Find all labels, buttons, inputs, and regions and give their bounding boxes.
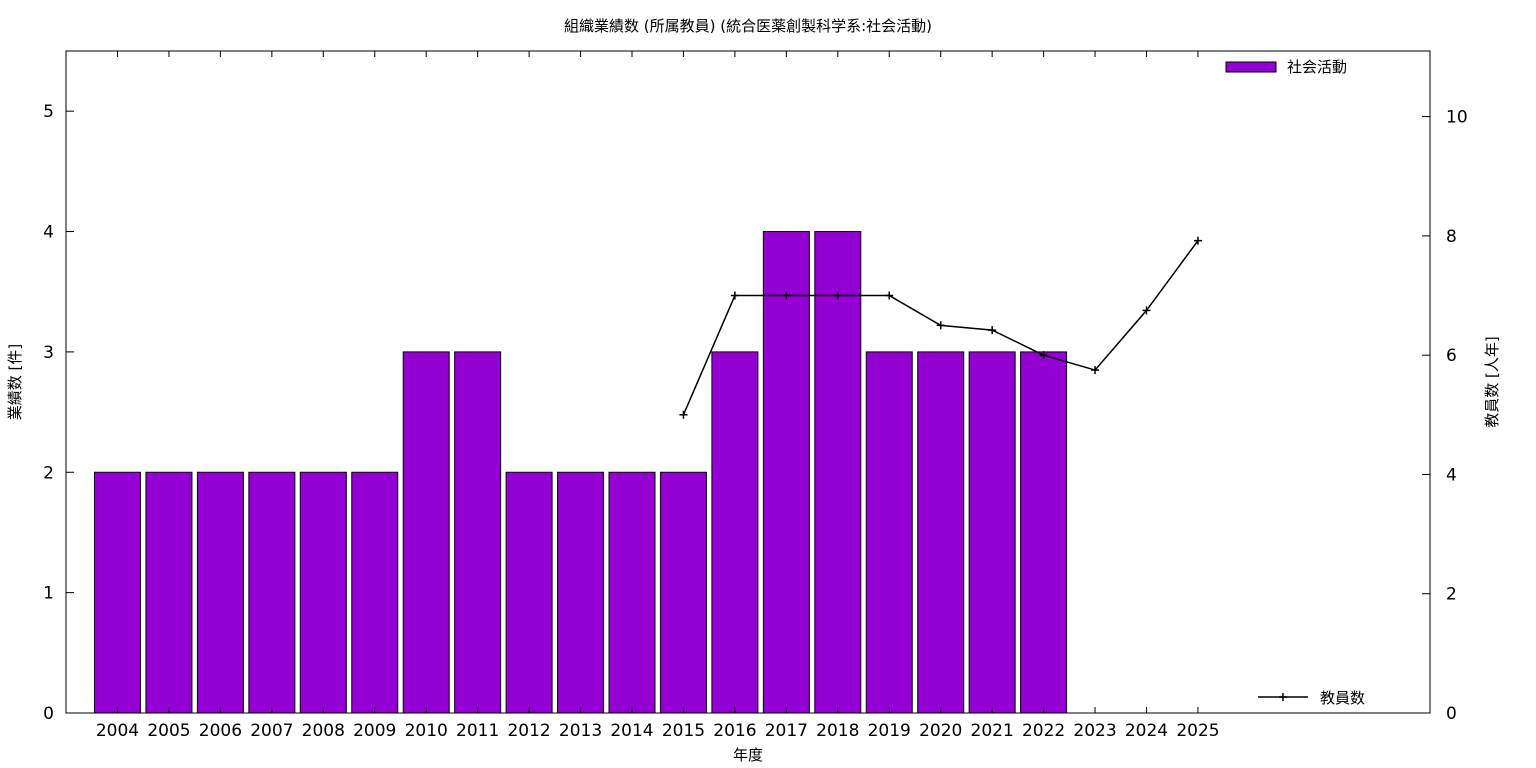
point-2015 (679, 410, 688, 419)
x-tick-label: 2024 (1125, 721, 1168, 741)
x-tick-label: 2016 (713, 721, 756, 741)
bar-2009 (351, 471, 399, 714)
y2-axis-label: 教員数 [人年] (1483, 336, 1501, 427)
legend-bar-label: 社会活動 (1287, 58, 1347, 76)
x-axis-label: 年度 (733, 746, 763, 764)
x-tick-label: 2021 (971, 721, 1014, 741)
x-tick-label: 2012 (507, 721, 550, 741)
bar-2012 (505, 471, 553, 714)
bar-2007 (248, 471, 296, 714)
bar-2013 (557, 471, 605, 714)
bar-2004 (94, 471, 141, 714)
axes: 2004 2005 2006 2007 2008 2009 2010 2011 2012 2013… (43, 51, 1468, 741)
chart-title: 組織業績数 (所属教員) (統合医薬創製科学系:社会活動) (564, 17, 932, 35)
y2-tick-label: 6 (1446, 346, 1457, 366)
bar-2005 (145, 471, 193, 714)
y2-tick-label: 0 (1446, 704, 1457, 724)
point-2023 (1091, 366, 1100, 375)
bar-2022 (1020, 351, 1068, 714)
y2-tick-label: 8 (1446, 227, 1457, 247)
y-tick-label: 3 (43, 343, 54, 363)
legend-bar-swatch (1225, 61, 1277, 73)
x-tick-label: 2015 (662, 721, 705, 741)
x-tick-label: 2020 (919, 721, 962, 741)
x-tick-label: 2009 (353, 721, 396, 741)
legend-line: 教員数 (1258, 689, 1365, 707)
y-tick-label: 4 (43, 223, 54, 243)
x-tick-label: 2022 (1022, 721, 1065, 741)
line-series (679, 236, 1202, 419)
point-2024 (1142, 306, 1151, 315)
x-tick-label: 2008 (302, 721, 345, 741)
x-tick-label: 2010 (405, 721, 448, 741)
x-tick-label: 2004 (96, 721, 139, 741)
x-tick-label: 2007 (250, 721, 293, 741)
point-2017 (782, 291, 791, 300)
x-tick-label: 2013 (559, 721, 602, 741)
y-tick-label: 1 (43, 584, 54, 604)
point-2021 (988, 326, 997, 335)
y-tick-label: 0 (43, 704, 54, 724)
x-tick-label: 2023 (1073, 721, 1116, 741)
bar-2019 (865, 351, 913, 714)
x-tick-label: 2005 (147, 721, 190, 741)
point-2018 (833, 291, 842, 300)
x-tick-label: 2011 (456, 721, 499, 741)
legend-bar: 社会活動 (1225, 58, 1347, 76)
bar-2017 (762, 231, 810, 714)
x-tick-label: 2014 (610, 721, 653, 741)
x-tick-label: 2006 (199, 721, 242, 741)
x-tick-label: 2019 (868, 721, 911, 741)
y-tick-label: 5 (43, 102, 54, 122)
y-tick-label: 2 (43, 463, 54, 483)
point-2022 (1039, 351, 1048, 360)
y2-tick-label: 2 (1446, 585, 1457, 605)
x-tick-label: 2017 (765, 721, 808, 741)
bar-2010 (402, 351, 450, 714)
bar-2008 (299, 471, 347, 714)
bar-2020 (917, 351, 965, 714)
bar-2011 (454, 351, 502, 714)
point-2019 (885, 291, 894, 300)
bar-2006 (196, 471, 244, 714)
bar-2015 (659, 471, 707, 714)
y-axis-label: 業績数 [件] (6, 344, 24, 420)
point-2016 (730, 291, 739, 300)
y2-tick-label: 10 (1446, 108, 1468, 128)
bar-2018 (814, 231, 862, 714)
point-2020 (936, 321, 945, 330)
bar-2016 (711, 351, 759, 714)
x-tick-label: 2025 (1176, 721, 1219, 741)
legend-line-label: 教員数 (1320, 689, 1365, 707)
y2-tick-label: 4 (1446, 465, 1457, 485)
x-tick-label: 2018 (816, 721, 859, 741)
bar-2021 (968, 351, 1016, 714)
bar-2014 (608, 471, 656, 714)
bar-series (94, 231, 1068, 714)
point-2025 (1193, 236, 1202, 245)
